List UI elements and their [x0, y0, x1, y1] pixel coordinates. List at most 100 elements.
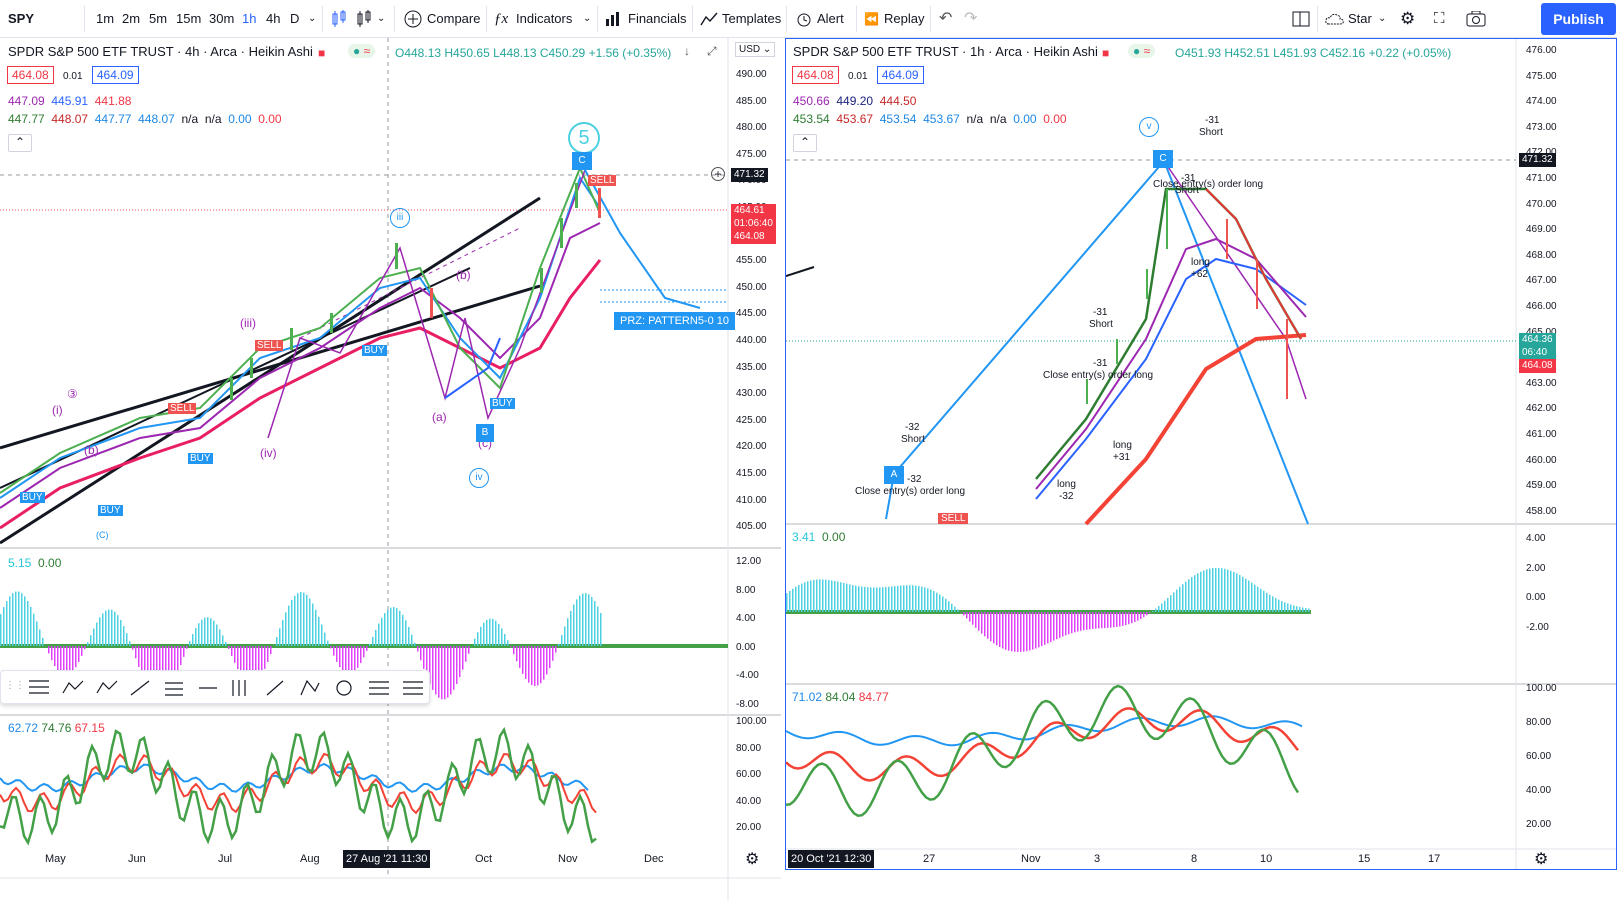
drawing-tools[interactable] — [27, 677, 427, 699]
histogram-bar — [945, 598, 947, 612]
left-chart-canvas[interactable] — [0, 38, 781, 900]
symbol-search[interactable]: SPY — [8, 11, 35, 26]
histogram-bar — [972, 612, 974, 625]
buy-price-box[interactable]: 464.09 — [876, 66, 924, 84]
sell-signal: SELL — [938, 513, 969, 524]
trend-line-icon — [130, 680, 150, 696]
histogram-bar — [228, 646, 230, 649]
gear-icon[interactable]: ⚙ — [1400, 9, 1416, 28]
interval-5m[interactable]: 5m — [149, 11, 168, 26]
rsi-tick-label: 80.00 — [1526, 717, 1552, 728]
collapse-legend-button[interactable]: ⌃ — [8, 134, 32, 152]
price-tick-label: 461.00 — [1526, 429, 1557, 440]
compare-button[interactable]: Compare — [427, 11, 481, 26]
histogram-bar — [0, 614, 2, 646]
histogram-bar — [219, 629, 221, 646]
indicators-fx-icon[interactable]: ƒx — [494, 11, 509, 27]
gear-icon[interactable]: ⚙ — [1534, 851, 1549, 868]
rewind-icon[interactable]: ⏪ — [864, 12, 879, 26]
chevron-down-icon[interactable]: ⌄ — [583, 13, 592, 24]
wave-c-label: C — [572, 152, 592, 170]
sell-price-box[interactable]: 464.08 — [792, 66, 839, 84]
right-chart-pane[interactable]: SPDR S&P 500 ETF TRUST · 1h · Arca · Hei… — [785, 38, 1617, 870]
histogram-bar — [174, 646, 176, 681]
financials-bars-icon[interactable] — [605, 11, 623, 27]
templates-icon[interactable] — [700, 11, 718, 27]
financials-button[interactable]: Financials — [628, 11, 687, 26]
templates-button[interactable]: Templates — [722, 11, 782, 26]
buy-price-box[interactable]: 464.09 — [91, 66, 139, 84]
histogram-bar — [816, 579, 818, 612]
histogram-bar — [18, 591, 20, 646]
undo-icon[interactable]: ↶ — [939, 10, 953, 27]
histogram-bar — [879, 587, 881, 612]
sell-price-box[interactable]: 464.08 — [7, 66, 54, 84]
date-tick-label: 10 — [1260, 853, 1273, 865]
interval-1h[interactable]: 1h — [242, 11, 257, 26]
currency-selector[interactable]: USD ⌄ — [735, 42, 776, 57]
interval-30m[interactable]: 30m — [209, 11, 235, 26]
indicators-button[interactable]: Indicators — [516, 11, 573, 26]
interval-4h[interactable]: 4h — [266, 11, 281, 26]
lines-icon — [29, 680, 49, 694]
histogram-bar — [990, 612, 992, 642]
price-tick-label: 463.00 — [1526, 377, 1557, 389]
price-tick-label: 470.00 — [1526, 198, 1557, 210]
interval-15m[interactable]: 15m — [176, 11, 202, 26]
chevron-down-icon[interactable]: ⌄ — [308, 13, 317, 24]
gann-box-icon — [369, 681, 389, 695]
rsi-tick-label: 20.00 — [1526, 819, 1552, 830]
ohlc-high: H450.65 — [444, 46, 490, 60]
chevron-down-icon[interactable]: ⌄ — [377, 13, 386, 24]
histogram-bar — [411, 634, 413, 646]
drag-handle-icon[interactable]: ⋮⋮ — [5, 680, 25, 691]
cloud-icon[interactable] — [1325, 13, 1345, 25]
interval-1m[interactable]: 1m — [96, 11, 115, 26]
trade-annotation: -32 — [1059, 491, 1074, 502]
layout-panels-icon[interactable] — [1292, 11, 1310, 27]
histogram-bar — [993, 612, 995, 644]
trade-annotation: Short — [901, 434, 925, 445]
chevron-down-icon[interactable]: ⌄ — [1378, 13, 1387, 24]
camera-icon[interactable] — [1466, 11, 1486, 27]
histogram-bar — [441, 646, 443, 700]
compare-plus-icon[interactable] — [404, 10, 422, 28]
trade-annotation: -32 — [907, 474, 922, 485]
histogram-bar — [330, 646, 332, 649]
spread-value: 0.01 — [63, 71, 83, 82]
histogram-bar — [1107, 612, 1109, 628]
alert-button[interactable]: Alert — [817, 11, 844, 26]
left-chart-pane[interactable]: SPDR S&P 500 ETF TRUST · 4h · Arca · Hei… — [0, 38, 781, 900]
histogram-bar — [804, 582, 806, 612]
gear-icon[interactable]: ⚙ — [745, 851, 760, 868]
publish-button[interactable]: Publish — [1541, 3, 1616, 35]
layout-name[interactable]: Star — [1348, 11, 1372, 26]
histogram-bar — [402, 614, 404, 646]
arrow-down-icon[interactable]: ↓ — [684, 44, 690, 58]
interval-d[interactable]: D — [290, 11, 300, 26]
drawing-favorites-toolbar: ⋮⋮ — [0, 670, 430, 704]
histogram-bar — [360, 646, 362, 664]
redo-icon[interactable]: ↷ — [964, 10, 978, 27]
interval-2m[interactable]: 2m — [122, 11, 141, 26]
add-plus-icon[interactable]: + — [711, 167, 725, 181]
histogram-bar — [1287, 603, 1289, 612]
candles-icon[interactable] — [331, 10, 347, 28]
chart-type-icon[interactable] — [356, 10, 374, 28]
histogram-bar — [1104, 612, 1106, 629]
trade-annotation: -32 — [905, 422, 920, 433]
histogram-bar — [1083, 612, 1085, 631]
collapse-legend-button[interactable]: ⌃ — [793, 134, 817, 152]
replay-button[interactable]: Replay — [884, 11, 925, 26]
histogram-bar — [1011, 612, 1013, 652]
histogram-bar — [594, 601, 596, 646]
fullscreen-icon[interactable]: ⛶ — [1434, 10, 1445, 27]
histogram-bar — [186, 646, 188, 649]
histogram-bar — [1278, 599, 1280, 612]
right-chart-canvas[interactable] — [786, 39, 1616, 869]
maximize-icon[interactable]: ⤢ — [707, 44, 717, 58]
histogram-bar — [93, 628, 95, 646]
histogram-bar — [1071, 612, 1073, 634]
alarm-clock-icon[interactable] — [795, 10, 813, 28]
histogram-bar — [597, 606, 599, 646]
